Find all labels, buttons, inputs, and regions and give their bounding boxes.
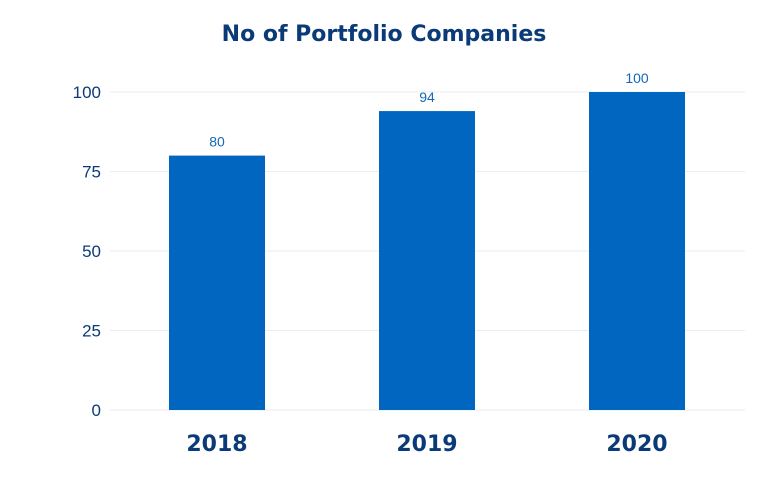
y-tick-label: 50: [82, 242, 101, 261]
chart-title: No of Portfolio Companies: [221, 22, 547, 47]
data-label: 80: [209, 134, 225, 150]
data-label: 100: [625, 70, 649, 86]
y-tick-label: 25: [82, 322, 101, 341]
x-tick-label: 2020: [606, 432, 667, 457]
bar-2018: [169, 155, 265, 410]
bar-2019: [379, 111, 475, 410]
bar-2020: [589, 92, 685, 410]
y-tick-label: 100: [73, 83, 101, 102]
y-tick-label: 0: [92, 401, 101, 420]
x-tick-label: 2019: [396, 432, 457, 457]
data-label: 94: [419, 89, 435, 105]
x-tick-label: 2018: [186, 432, 247, 457]
y-tick-label: 75: [82, 163, 101, 182]
